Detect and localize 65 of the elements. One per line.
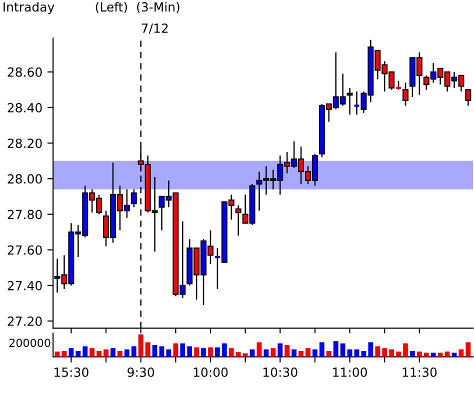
chart-subtitle: (Left) (3-Min) [96,2,180,14]
bar [410,351,415,357]
bar [124,349,130,357]
bar [340,343,346,357]
bar [319,342,324,357]
bar [187,346,192,357]
bar [382,348,388,357]
ref-line-label: 7/12 [142,23,168,34]
candlestick [235,204,242,236]
bar [396,352,401,357]
bar [138,334,144,357]
x-tick-label: 11:30 [402,367,437,377]
bar [284,344,290,357]
x-tick-label: 10:00 [194,367,228,377]
bar [96,351,102,357]
bar [416,352,422,357]
candlestick [402,82,408,106]
bar [298,351,304,357]
bar [312,349,318,357]
text: 200000 [9,338,50,348]
x-tick-label: 9:30 [128,367,154,377]
bar [145,342,150,357]
x-tick-label: 15:30 [54,367,88,377]
candlestick [130,188,137,208]
bar [306,348,310,357]
bar [278,343,283,357]
y-tick-label: 27.20 [8,316,42,326]
candlestick [465,89,472,106]
bar [173,343,178,357]
bar [222,343,227,357]
bar [256,342,262,357]
bar [76,351,81,357]
bar [466,342,471,357]
bar [333,341,338,357]
bar [215,347,220,357]
bar [389,349,394,357]
candlestick [346,87,353,116]
bar [208,347,213,357]
y-tick-label: 28.00 [8,174,42,184]
bar [236,352,241,357]
bar [368,342,374,357]
bar [292,349,296,357]
bar [82,346,88,357]
x-tick-label: 11:00 [333,367,367,377]
bar [403,343,408,357]
y-tick-label: 28.60 [8,67,42,77]
y-tick-label: 27.40 [8,280,42,290]
y-tick-label: 28.40 [8,102,42,112]
y-tick-label: 27.60 [8,245,42,255]
bar [90,348,95,357]
bar [118,351,122,357]
bar [228,348,234,357]
bar [194,347,199,357]
y-tick-label: 28.20 [8,138,42,148]
bar [110,348,116,357]
x-tick-label: 10:30 [263,367,298,377]
chart-title: Intraday [4,2,54,14]
y-tick-label: 27.80 [8,210,42,220]
bar [201,348,206,357]
bar [326,351,332,357]
bar [180,343,186,357]
bar [104,349,108,357]
bar [131,346,136,357]
bar [375,346,380,357]
bar [270,348,276,357]
